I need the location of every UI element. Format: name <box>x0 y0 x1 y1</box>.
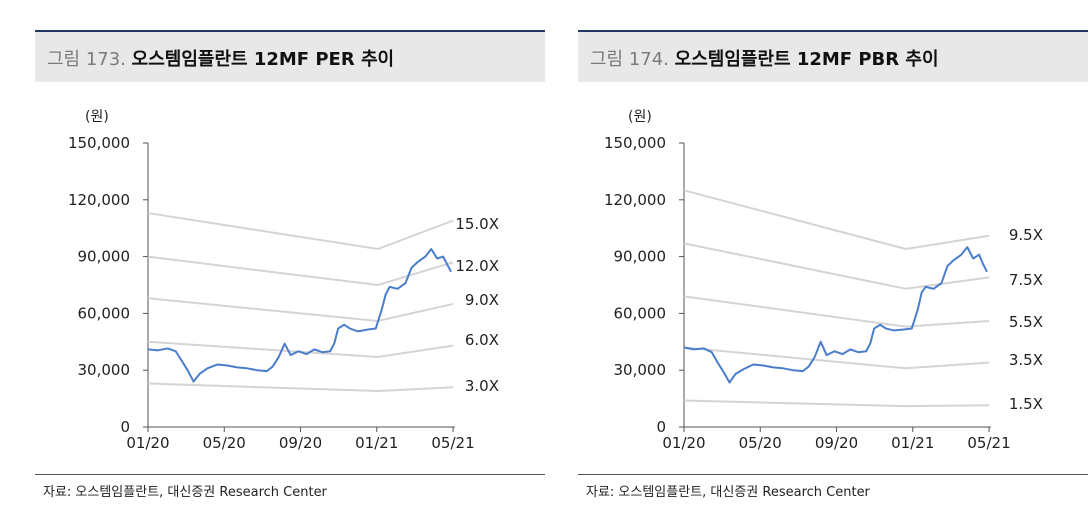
y-tick-label: 120,000 <box>604 191 666 209</box>
y-unit-label: (원) <box>628 109 652 125</box>
band-line-3.0X <box>147 382 454 393</box>
source-note: 자료: 오스템임플란트, 대신증권 Research Center <box>578 474 1088 505</box>
x-tick-label: 09/20 <box>279 434 322 452</box>
y-tick-label: 150,000 <box>68 134 130 152</box>
band-line-5.5X <box>683 295 990 328</box>
y-tick-label: 30,000 <box>614 361 667 379</box>
per-band-chart: (원)150,000120,00090,00060,00030,000001/2… <box>68 109 499 452</box>
x-tick-label: 05/20 <box>203 434 246 452</box>
x-tick-label: 09/20 <box>815 434 858 452</box>
x-tick-label: 05/21 <box>967 434 1010 452</box>
x-tick-label: 01/21 <box>355 434 398 452</box>
figure-title: 그림 174. 오스템임플란트 12MF PBR 추이 <box>590 45 939 71</box>
per-chart-panel: 그림 173. 오스템임플란트 12MF PER 추이 (원) 150,000 12… <box>35 0 545 525</box>
band-label: 9.0X <box>465 291 499 309</box>
figure-title-text: 오스템임플란트 12MF PBR 추이 <box>674 49 939 70</box>
figure-title-bar: 그림 174. 오스템임플란트 12MF PBR 추이 <box>578 30 1088 82</box>
figure-number: 그림 173. <box>47 49 126 70</box>
band-label: 7.5X <box>1009 271 1043 289</box>
figure-title-text: 오스템임플란트 12MF PER 추이 <box>131 49 395 70</box>
price-line <box>147 248 452 383</box>
y-tick-label: 0 <box>120 418 130 436</box>
figure-title-bar: 그림 173. 오스템임플란트 12MF PER 추이 <box>35 30 545 82</box>
band-label: 1.5X <box>1009 395 1043 413</box>
pbr-band-chart: (원)150,000120,00090,00060,00030,000001/2… <box>604 109 1043 452</box>
source-note: 자료: 오스템임플란트, 대신증권 Research Center <box>35 474 545 505</box>
y-tick-label: 0 <box>656 418 666 436</box>
figure-title: 그림 173. 오스템임플란트 12MF PER 추이 <box>47 45 394 71</box>
x-tick-label: 01/21 <box>891 434 934 452</box>
x-tick-label: 01/20 <box>126 434 169 452</box>
y-tick-label: 60,000 <box>614 304 667 322</box>
band-line-3.5X <box>683 346 990 370</box>
band-label: 3.0X <box>465 377 499 395</box>
y-tick-label: 90,000 <box>78 248 131 266</box>
band-label: 9.5X <box>1009 226 1043 244</box>
y-unit-label: (원) <box>85 109 109 125</box>
y-tick-label: 90,000 <box>614 248 667 266</box>
source-text: 자료: 오스템임플란트, 대신증권 Research Center <box>586 485 870 500</box>
band-label: 3.5X <box>1009 351 1043 369</box>
x-tick-label: 05/21 <box>431 434 474 452</box>
band-line-12.0X <box>147 255 454 287</box>
band-line-6.0X <box>147 340 454 358</box>
x-tick-label: 05/20 <box>739 434 782 452</box>
y-tick-label: 60,000 <box>78 304 131 322</box>
y-tick-label: 30,000 <box>78 361 131 379</box>
band-label: 12.0X <box>455 257 499 275</box>
y-tick-label: 150,000 <box>604 134 666 152</box>
band-line-9.5X <box>683 189 990 251</box>
band-line-15.0X <box>147 212 454 251</box>
pbr-chart-panel: 그림 174. 오스템임플란트 12MF PBR 추이 (원) 150,000 12… <box>578 0 1088 525</box>
band-line-7.5X <box>683 242 990 290</box>
band-label: 5.5X <box>1009 313 1043 331</box>
band-label: 6.0X <box>465 331 499 349</box>
band-line-9.0X <box>147 297 454 322</box>
figure-number: 그림 174. <box>590 49 669 70</box>
source-text: 자료: 오스템임플란트, 대신증권 Research Center <box>43 485 327 500</box>
band-line-1.5X <box>683 399 990 408</box>
price-line <box>683 246 988 384</box>
y-tick-label: 120,000 <box>68 191 130 209</box>
band-label: 15.0X <box>455 215 499 233</box>
x-tick-label: 01/20 <box>662 434 705 452</box>
